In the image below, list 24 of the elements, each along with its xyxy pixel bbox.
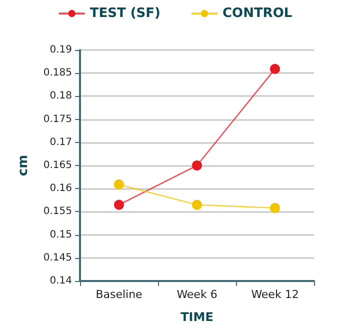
x-tick-label: Baseline bbox=[96, 288, 143, 301]
y-tick-label: 0.17 bbox=[50, 136, 72, 148]
point bbox=[114, 200, 124, 210]
y-tick-label: 0.14 bbox=[50, 276, 72, 286]
y-tick-label: 0.15 bbox=[50, 229, 72, 240]
point bbox=[114, 179, 124, 190]
legend-label: CONTROL bbox=[222, 6, 292, 21]
y-tick-label: 0.16 bbox=[50, 183, 72, 194]
legend-label: TEST (SF) bbox=[90, 6, 160, 21]
x-axis-title: TIME bbox=[180, 310, 214, 324]
point bbox=[270, 64, 280, 74]
y-axis-title: cm bbox=[16, 154, 31, 176]
point bbox=[192, 160, 202, 170]
y-tick-label: 0.19 bbox=[50, 44, 72, 56]
y-tick-label: 0.185 bbox=[43, 68, 72, 79]
y-tick-label: 0.18 bbox=[50, 90, 72, 102]
y-tick-label: 0.175 bbox=[43, 114, 72, 125]
point bbox=[270, 203, 280, 213]
y-tick-label: 0.155 bbox=[43, 206, 72, 218]
point bbox=[192, 200, 202, 210]
x-tick-label: Week 12 bbox=[251, 288, 299, 301]
y-tick-label: 0.145 bbox=[43, 252, 72, 264]
x-tick-label: Week 6 bbox=[176, 288, 218, 301]
y-tick-label: 0.165 bbox=[43, 160, 72, 171]
